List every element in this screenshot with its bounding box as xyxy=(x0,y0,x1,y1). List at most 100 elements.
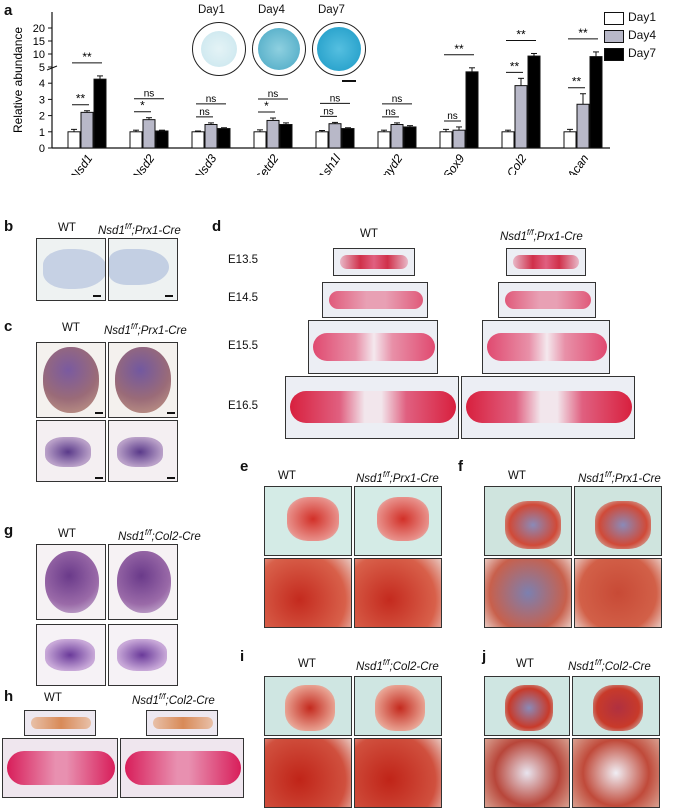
image-b-mutant xyxy=(108,238,178,301)
image-d-mutant-e13-5 xyxy=(506,248,586,276)
significance-label: * xyxy=(140,99,145,113)
legend-label-day7: Day7 xyxy=(628,46,657,60)
panel-label-d: d xyxy=(212,218,222,235)
bar-day4-sox9 xyxy=(452,129,466,149)
well-day1 xyxy=(192,22,246,76)
significance-label: ** xyxy=(510,59,520,73)
stage-label-e13-5: E13.5 xyxy=(228,254,259,266)
bar-day7-smyd2 xyxy=(403,126,417,149)
image-j-wt-zoom xyxy=(484,738,570,808)
bar-day1-smyd2 xyxy=(377,131,391,149)
image-e-wt-zoom xyxy=(264,558,352,628)
image-d-wt-e15-5 xyxy=(308,320,438,374)
image-f-wt-overview xyxy=(484,486,572,556)
panel-label-e: e xyxy=(240,458,249,475)
bar-day1-col2 xyxy=(501,131,515,149)
panel-label-c: c xyxy=(4,318,13,335)
label-wt-c: WT xyxy=(62,322,80,334)
bar-day4-nsd3 xyxy=(204,124,218,149)
bar-day7-ash1l xyxy=(341,128,355,149)
image-c-wt-embryo xyxy=(36,342,106,418)
label-wt-f: WT xyxy=(508,470,526,482)
label-wt-h: WT xyxy=(44,692,62,704)
significance-label: ns xyxy=(206,94,217,105)
image-e-mutant-overview xyxy=(354,486,442,556)
image-j-wt-overview xyxy=(484,676,570,736)
bar-day1-nsd3 xyxy=(191,131,205,149)
y-tick-label: 10 xyxy=(33,49,45,61)
bar-day4-ash1l xyxy=(328,123,342,149)
label-genotype-d: Nsd1f/f;Prx1-Cre xyxy=(500,228,583,243)
bar-day1-ash1l xyxy=(315,131,329,149)
label-wt-i: WT xyxy=(298,658,316,670)
image-h-wt-bottom xyxy=(2,738,118,798)
label-genotype-c: Nsd1f/f;Prx1-Cre xyxy=(104,322,187,337)
x-tick-label-col2: Col2 xyxy=(504,151,530,175)
x-tick-label-nsd2: Nsd2 xyxy=(130,151,158,175)
bar-day4-setd2 xyxy=(266,119,280,149)
legend-swatch-day1 xyxy=(604,12,624,25)
image-g-wt-limb xyxy=(36,624,106,686)
label-genotype-h: Nsd1f/f;Col2-Cre xyxy=(132,692,215,707)
image-d-mutant-e15-5 xyxy=(482,320,610,374)
y-tick-label: 15 xyxy=(33,36,45,48)
image-f-mutant-overview xyxy=(574,486,662,556)
panel-label-f: f xyxy=(458,458,463,475)
bar-day7-sox9 xyxy=(465,71,479,149)
well-day4 xyxy=(252,22,306,76)
x-tick-label-ash1l: Ash1l xyxy=(314,151,343,175)
y-tick-label: 5 xyxy=(39,62,45,74)
legend-swatch-day7 xyxy=(604,48,624,61)
y-tick-label: 1 xyxy=(39,127,45,139)
significance-label: ns xyxy=(268,89,279,100)
image-d-mutant-e14-5 xyxy=(498,282,596,318)
bar-day1-sox9 xyxy=(439,131,453,149)
x-tick-label-smyd2: Smyd2 xyxy=(373,151,406,175)
label-wt-g: WT xyxy=(58,528,76,540)
image-b-wt xyxy=(36,238,106,301)
y-tick-label: 2 xyxy=(39,111,45,123)
bar-day7-col2 xyxy=(527,55,541,149)
image-d-wt-e14-5 xyxy=(322,282,428,318)
x-tick-label-nsd3: Nsd3 xyxy=(192,151,220,175)
image-i-wt-zoom xyxy=(264,738,352,808)
image-e-wt-overview xyxy=(264,486,352,556)
x-tick-label-sox9: Sox9 xyxy=(440,151,467,175)
bar-day4-smyd2 xyxy=(390,124,404,149)
image-c-mutant-embryo xyxy=(108,342,178,418)
y-tick-label: 0 xyxy=(39,143,45,155)
y-axis-label: Relative abundance xyxy=(11,27,25,133)
panel-label-j: j xyxy=(482,648,487,665)
significance-label: ** xyxy=(516,27,526,41)
x-tick-label-setd2: Setd2 xyxy=(252,151,282,175)
bar-day4-nsd1 xyxy=(80,111,94,149)
bar-day1-setd2 xyxy=(253,131,267,149)
label-genotype-i: Nsd1f/f;Col2-Cre xyxy=(356,658,439,673)
image-e-mutant-zoom xyxy=(354,558,442,628)
scale-bar xyxy=(342,80,356,82)
bar-day7-setd2 xyxy=(279,124,293,149)
image-h-mutant-top xyxy=(146,710,218,736)
significance-label: ** xyxy=(572,75,582,89)
significance-label: ns xyxy=(392,94,403,105)
inset-label-day1: Day1 xyxy=(198,4,225,16)
panel-label-i: i xyxy=(240,648,245,665)
stage-label-e16-5: E16.5 xyxy=(228,400,259,412)
significance-label: ns xyxy=(330,93,341,104)
bar-day4-acan xyxy=(576,103,590,149)
bar-day1-nsd2 xyxy=(129,131,143,149)
panel-label-a: a xyxy=(4,2,13,19)
stage-label-e14-5: E14.5 xyxy=(228,292,259,304)
image-g-mutant-limb xyxy=(108,624,178,686)
inset-label-day4: Day4 xyxy=(258,4,285,16)
bar-day7-acan xyxy=(589,56,603,149)
significance-label: ** xyxy=(76,92,86,106)
well-day7 xyxy=(312,22,366,76)
image-i-mutant-overview xyxy=(354,676,442,736)
significance-label: * xyxy=(264,99,269,113)
bar-day1-acan xyxy=(563,131,577,149)
bar-day7-nsd3 xyxy=(217,128,231,149)
bar-day1-nsd1 xyxy=(67,131,81,149)
y-tick-label: 4 xyxy=(39,78,45,90)
significance-label: ns xyxy=(385,107,396,118)
